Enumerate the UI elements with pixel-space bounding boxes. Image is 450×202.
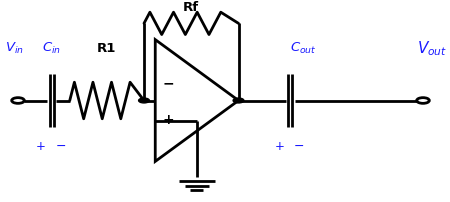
Text: Rf: Rf bbox=[183, 1, 199, 14]
Text: +: + bbox=[275, 139, 285, 152]
Text: +: + bbox=[162, 112, 174, 126]
Text: −: − bbox=[56, 139, 66, 152]
Circle shape bbox=[139, 99, 149, 103]
Text: R1: R1 bbox=[97, 42, 117, 55]
Text: $V_{out}$: $V_{out}$ bbox=[417, 39, 447, 58]
Text: +: + bbox=[36, 139, 46, 152]
Text: $V_{in}$: $V_{in}$ bbox=[5, 41, 24, 56]
Circle shape bbox=[233, 99, 244, 103]
Text: −: − bbox=[294, 139, 305, 152]
Text: −: − bbox=[162, 76, 174, 90]
Text: $C_{in}$: $C_{in}$ bbox=[42, 41, 61, 56]
Text: $C_{out}$: $C_{out}$ bbox=[290, 41, 317, 56]
